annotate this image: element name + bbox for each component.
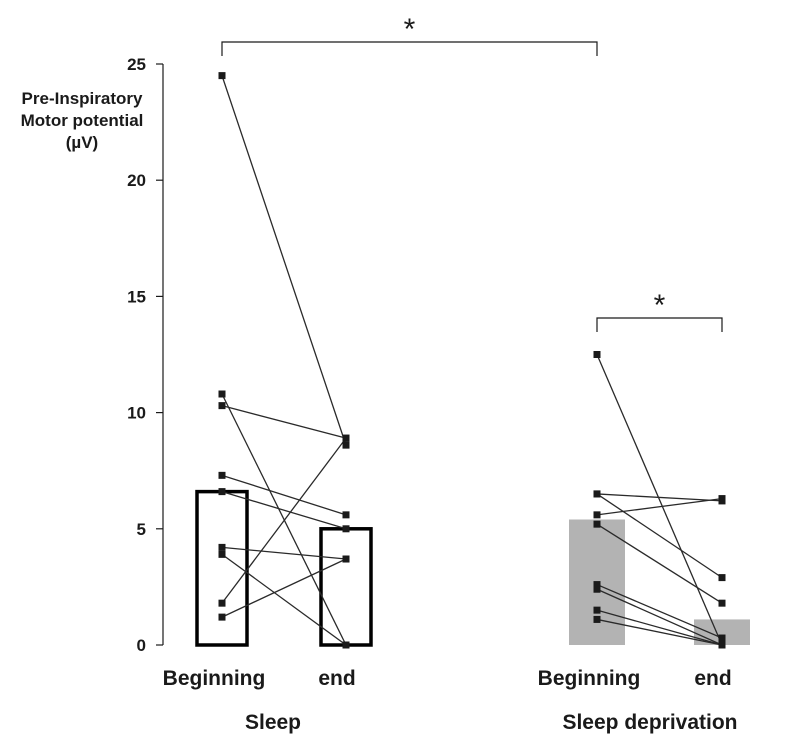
subject-marker	[593, 615, 601, 623]
category-label: Beginning	[163, 667, 266, 690]
subject-marker	[718, 495, 726, 503]
group-label: Sleep deprivation	[562, 711, 737, 734]
subject-line	[221, 393, 347, 646]
y-tick-label: 5	[137, 520, 146, 539]
subject-marker	[218, 390, 226, 398]
subject-marker	[218, 543, 226, 551]
subject-marker	[593, 511, 601, 519]
subject-marker	[718, 634, 726, 642]
subject-line	[221, 437, 347, 604]
subject-marker	[218, 72, 226, 80]
subject-marker	[218, 599, 226, 607]
subject-marker	[342, 525, 350, 533]
subject-marker	[218, 613, 226, 621]
y-axis-title-line-2: Motor potential	[21, 111, 144, 130]
subject-line	[221, 75, 347, 446]
subject-line	[596, 354, 723, 646]
subject-marker	[342, 511, 350, 519]
subject-line	[596, 588, 723, 646]
subject-line	[596, 609, 723, 646]
subject-line	[221, 490, 347, 530]
bar	[195, 489, 249, 647]
subject-marker	[342, 434, 350, 442]
subject-marker	[593, 490, 601, 498]
subject-line	[221, 546, 347, 560]
group-label: Sleep	[245, 711, 301, 734]
subject-marker	[218, 488, 226, 496]
subject-lines	[221, 75, 723, 646]
y-tick-label: 10	[127, 404, 146, 423]
subject-line	[221, 558, 347, 618]
y-tick-label: 25	[127, 55, 146, 74]
y-tick-label: 15	[127, 287, 146, 306]
group-labels: Sleep Sleep deprivation	[245, 711, 738, 734]
subject-line	[596, 583, 723, 639]
subject-line	[596, 523, 723, 604]
subject-marker	[593, 585, 601, 593]
y-ticks: 0 5 10 15 20 25	[127, 55, 163, 655]
significance-star: *	[404, 13, 416, 46]
y-axis-title-line-1: Pre-Inspiratory	[22, 89, 143, 108]
y-axis-title-line-3: (µV)	[66, 133, 98, 152]
subject-line	[221, 404, 347, 439]
subject-marker	[342, 555, 350, 563]
subject-marker	[718, 599, 726, 607]
subject-marker	[593, 606, 601, 614]
subject-marker	[718, 574, 726, 582]
subject-marker	[218, 550, 226, 558]
category-labels: Beginning end Beginning end	[163, 667, 732, 690]
subject-marker	[593, 520, 601, 528]
category-label: Beginning	[538, 667, 641, 690]
subject-line	[596, 493, 723, 579]
significance-star: *	[654, 289, 666, 322]
subject-marker	[593, 581, 601, 589]
bar	[319, 527, 373, 647]
subject-line	[221, 553, 347, 646]
subject-line	[596, 497, 723, 516]
subject-line	[596, 493, 723, 502]
subject-markers	[218, 72, 726, 649]
subject-marker	[342, 641, 350, 649]
plot-area: 0 5 10 15 20 25	[127, 55, 750, 655]
subject-marker	[218, 471, 226, 479]
category-label: end	[318, 667, 355, 690]
subject-marker	[593, 351, 601, 358]
subject-marker	[718, 641, 726, 649]
category-label: end	[694, 667, 731, 690]
significance-brackets: **	[221, 13, 723, 332]
y-tick-label: 0	[137, 636, 146, 655]
significance-bracket	[221, 41, 598, 56]
subject-marker	[218, 402, 226, 410]
subject-line	[221, 474, 347, 516]
subject-line	[596, 618, 723, 646]
subject-marker	[342, 441, 350, 449]
significance-bracket	[596, 317, 723, 332]
y-axis-title: Pre-Inspiratory Motor potential (µV)	[21, 89, 144, 152]
y-tick-label: 20	[127, 171, 146, 190]
